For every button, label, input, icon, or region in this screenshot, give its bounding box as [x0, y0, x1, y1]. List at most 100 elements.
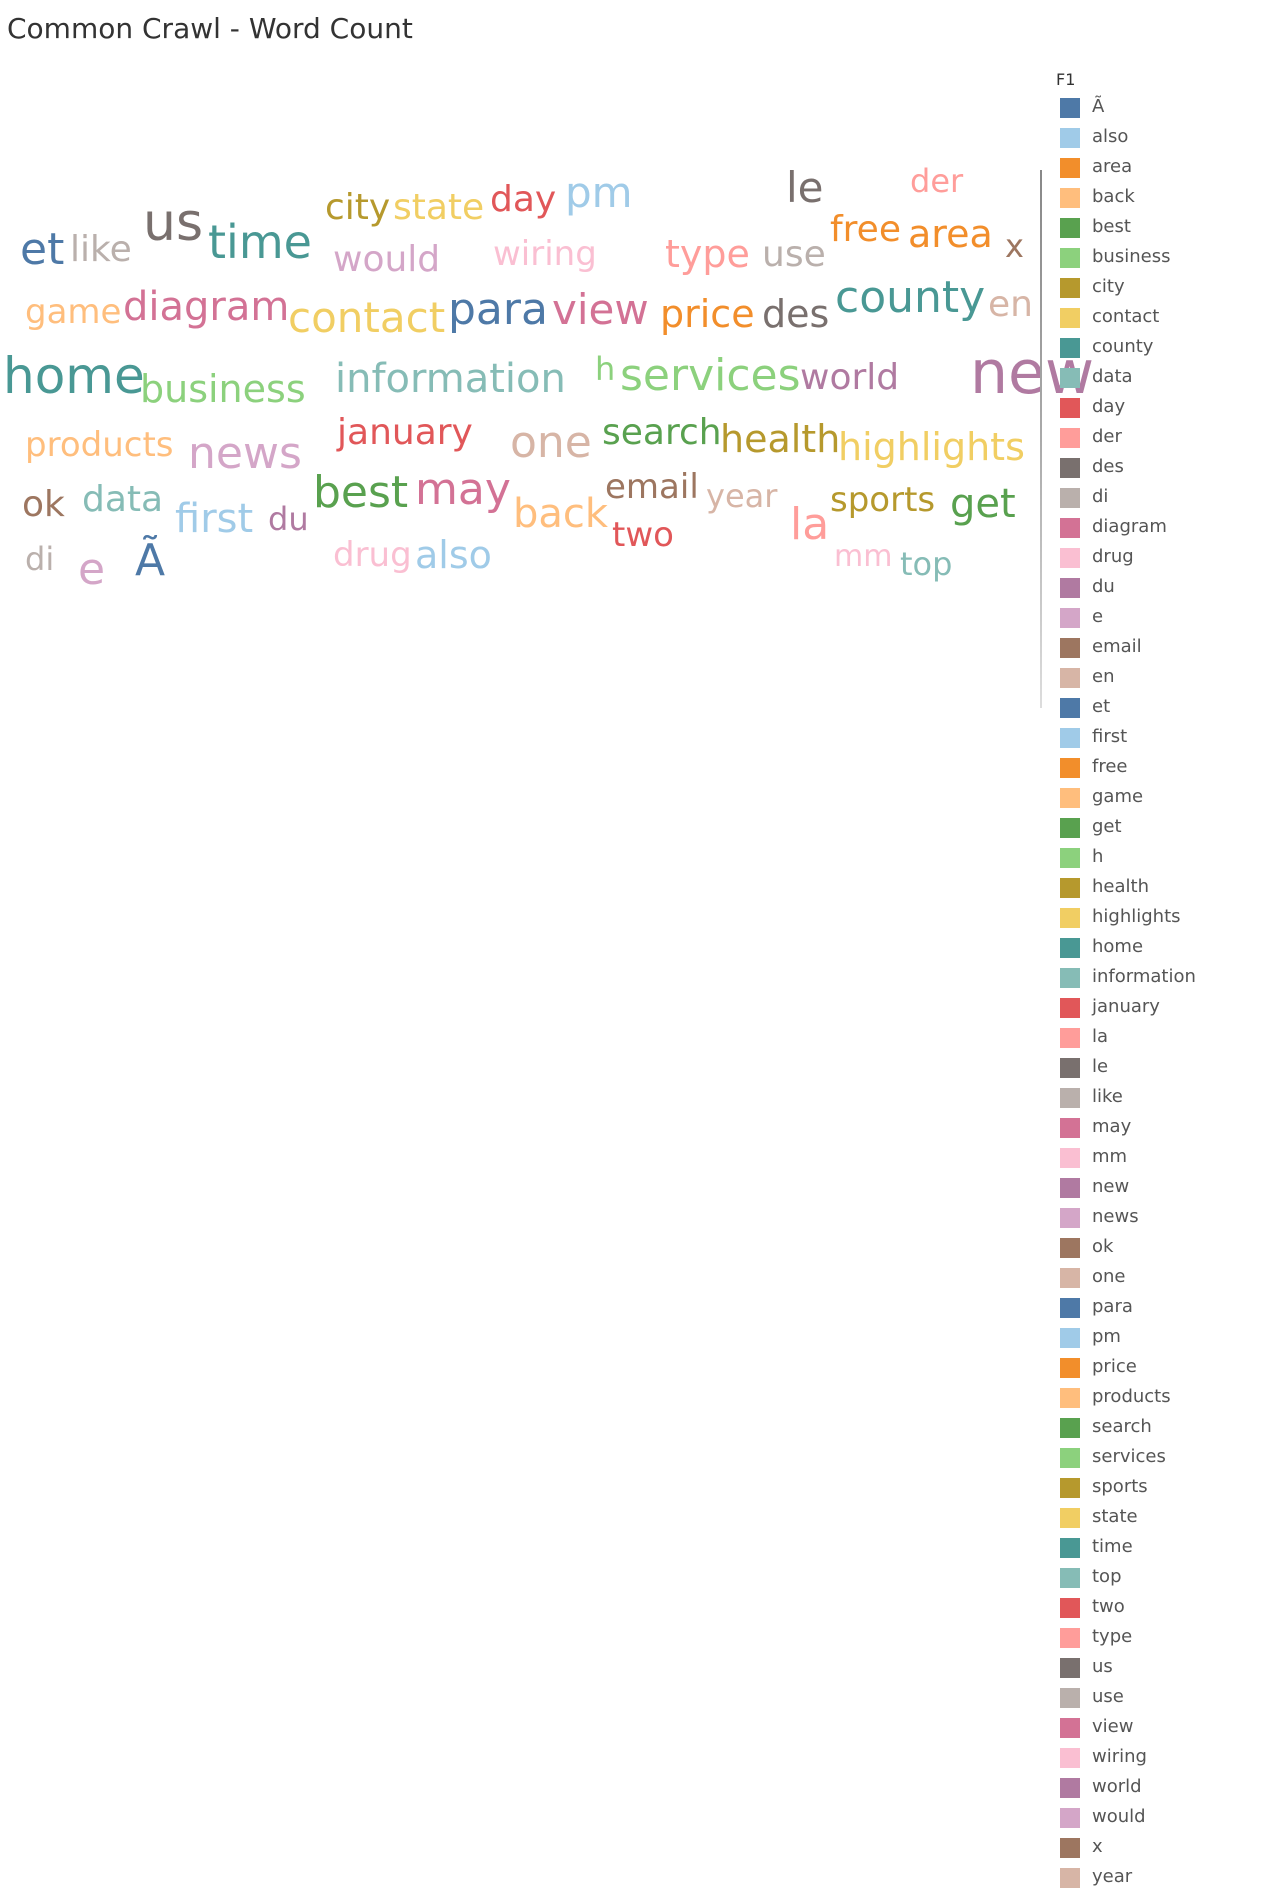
word-et: et: [20, 223, 65, 275]
word-year: year: [706, 477, 778, 516]
chart-title: Common Crawl - Word Count: [7, 12, 413, 45]
legend-swatch: [1060, 1568, 1080, 1588]
word-le: le: [786, 163, 824, 213]
legend-swatch: [1060, 1418, 1080, 1438]
legend-label: city: [1092, 276, 1125, 297]
legend-swatch: [1060, 578, 1080, 598]
legend-swatch: [1060, 818, 1080, 838]
legend-label: free: [1092, 756, 1128, 777]
word-du: du: [268, 500, 309, 539]
legend-swatch: [1060, 128, 1080, 148]
word-area: area: [908, 212, 993, 257]
legend-swatch: [1060, 1448, 1080, 1468]
legend-swatch: [1060, 1238, 1080, 1258]
word-products: products: [25, 425, 174, 466]
word-january: january: [337, 411, 473, 453]
legend-swatch: [1060, 938, 1080, 958]
legend-label: first: [1092, 726, 1128, 747]
word-like: like: [70, 228, 132, 270]
legend-label: news: [1092, 1206, 1139, 1227]
legend-label: der: [1092, 426, 1122, 447]
legend-swatch: [1060, 1148, 1080, 1168]
legend-swatch: [1060, 1778, 1080, 1798]
legend-label: contact: [1092, 306, 1160, 327]
legend-label: type: [1092, 1626, 1133, 1647]
word-price: price: [660, 292, 755, 337]
word-drug: drug: [333, 535, 412, 576]
word-business: business: [140, 367, 306, 412]
legend-label: price: [1092, 1356, 1137, 1377]
legend-label: ok: [1092, 1236, 1114, 1257]
word-contact: contact: [288, 293, 446, 343]
legend-swatch: [1060, 1538, 1080, 1558]
legend-label: et: [1092, 696, 1111, 717]
legend-swatch: [1060, 1388, 1080, 1408]
legend-swatch: [1060, 518, 1080, 538]
legend-swatch: [1060, 1838, 1080, 1858]
legend-label: home: [1092, 936, 1144, 957]
legend-swatch: [1060, 638, 1080, 658]
legend-label: area: [1092, 156, 1133, 177]
legend-swatch: [1060, 1298, 1080, 1318]
word-first: first: [175, 495, 254, 542]
legend-swatch: [1060, 188, 1080, 208]
legend-label: view: [1092, 1716, 1134, 1737]
word-data: data: [82, 478, 164, 520]
legend-swatch: [1060, 1358, 1080, 1378]
legend-label: di: [1092, 486, 1109, 507]
legend-label: get: [1092, 816, 1122, 837]
legend-label: wiring: [1092, 1746, 1147, 1767]
legend-label: highlights: [1092, 906, 1181, 927]
word-state: state: [393, 186, 485, 228]
legend-swatch: [1060, 248, 1080, 268]
word-best: best: [313, 466, 409, 518]
legend-swatch: [1060, 158, 1080, 178]
legend-label: services: [1092, 1446, 1166, 1467]
legend-label: Ã: [1092, 96, 1105, 117]
legend-swatch: [1060, 1118, 1080, 1138]
legend-label: h: [1092, 846, 1104, 867]
legend-swatch: [1060, 1688, 1080, 1708]
word-des: des: [762, 292, 830, 337]
legend-label: us: [1092, 1656, 1113, 1677]
legend-swatch: [1060, 728, 1080, 748]
legend-label: also: [1092, 126, 1129, 147]
word-health: health: [720, 417, 841, 462]
legend-swatch: [1060, 788, 1080, 808]
legend-swatch: [1060, 878, 1080, 898]
legend-label: top: [1092, 1566, 1122, 1587]
legend-swatch: [1060, 1748, 1080, 1768]
legend-swatch: [1060, 1058, 1080, 1078]
legend-swatch: [1060, 398, 1080, 418]
word-free: free: [830, 208, 901, 250]
legend-swatch: [1060, 1268, 1080, 1288]
legend-label: would: [1092, 1806, 1146, 1827]
legend-label: search: [1092, 1416, 1152, 1437]
word-para: para: [448, 283, 548, 335]
legend-swatch: [1060, 998, 1080, 1018]
legend-swatch: [1060, 428, 1080, 448]
legend-label: world: [1092, 1776, 1142, 1797]
legend-swatch: [1060, 488, 1080, 508]
word-day: day: [490, 178, 557, 220]
legend-label: la: [1092, 1026, 1109, 1047]
legend-label: like: [1092, 1086, 1123, 1107]
word-highlights: highlights: [838, 425, 1025, 470]
word-en: en: [988, 283, 1033, 325]
legend-label: new: [1092, 1176, 1130, 1197]
word-one: one: [510, 416, 592, 468]
word-county: county: [835, 271, 986, 323]
legend-swatch: [1060, 608, 1080, 628]
legend-label: use: [1092, 1686, 1124, 1707]
legend-label: du: [1092, 576, 1115, 597]
legend-label: diagram: [1092, 516, 1167, 537]
legend-label: data: [1092, 366, 1133, 387]
legend-label: two: [1092, 1596, 1125, 1617]
legend-label: en: [1092, 666, 1115, 687]
legend-swatch: [1060, 1598, 1080, 1618]
word-news: news: [188, 427, 302, 479]
legend-swatch: [1060, 1328, 1080, 1348]
legend-label: day: [1092, 396, 1126, 417]
legend-swatch: [1060, 1718, 1080, 1738]
